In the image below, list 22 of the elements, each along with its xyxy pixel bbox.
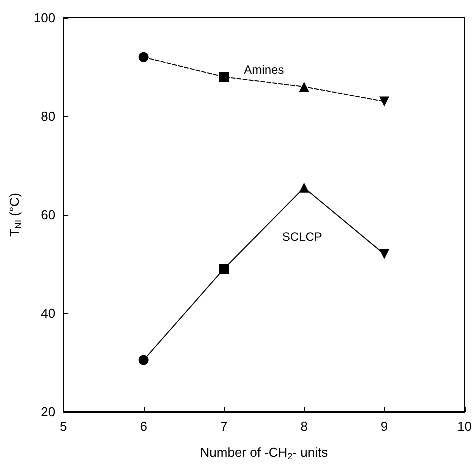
series-label: SCLCP	[282, 230, 322, 244]
x-tick-label: 7	[220, 419, 228, 434]
y-tick-label: 40	[41, 306, 56, 321]
x-tick-label: 6	[140, 419, 148, 434]
point	[380, 249, 390, 260]
y-tick-label: 80	[41, 109, 56, 124]
x-tick-label: 9	[380, 419, 388, 434]
point	[219, 264, 230, 274]
x-tick-label: 5	[60, 419, 68, 434]
point	[380, 96, 390, 107]
series-label: Amines	[244, 63, 284, 78]
point	[299, 82, 310, 92]
point	[299, 182, 310, 193]
y-tick-label: 100	[34, 10, 56, 26]
y-tick-label: 20	[41, 404, 56, 420]
y-tick-label: 60	[41, 208, 56, 222]
point	[138, 355, 149, 366]
point	[138, 52, 149, 62]
x-tick-label: 8	[300, 419, 308, 434]
y-axis-title: TNI (°C)	[7, 193, 24, 237]
point	[219, 72, 230, 82]
x-tick-label: 10	[458, 419, 472, 434]
